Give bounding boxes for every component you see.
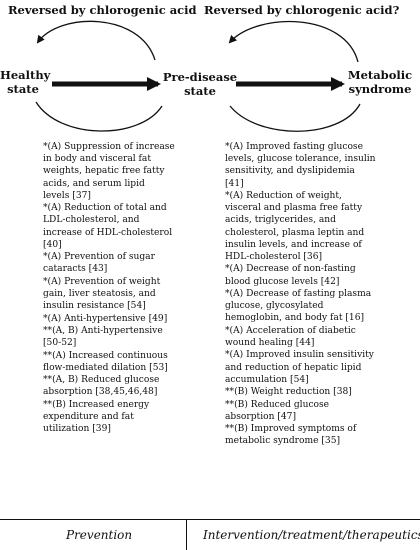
intervention-item-line: *(A) Reduction of weight,: [225, 191, 342, 201]
intervention-item-line: glucose, glycosylated: [225, 301, 324, 312]
prevention-item-line: expenditure and fat: [43, 411, 134, 422]
intervention-item: *(A) Decrease of non-fasting blood glucos…: [225, 263, 417, 287]
intervention-item-line: cholesterol, plasma leptin and: [225, 227, 365, 238]
intervention-item-line: absorption [47]: [225, 411, 297, 422]
intervention-item-line: metabolic syndrome [35]: [225, 436, 341, 447]
state-pre-disease-line1: Pre-disease: [162, 70, 238, 84]
intervention-item: *(A) Improved fasting glucose levels, glu…: [225, 141, 417, 190]
intervention-item: *(A) Decrease of fasting plasma glucose, …: [225, 288, 417, 325]
intervention-item-line: sensitivity, and dyslipidemia: [225, 166, 355, 177]
prevention-item: **(A, B) Anti-hypertensive [50-52]: [43, 325, 183, 349]
intervention-item-line: *(A) Improved insulin sensitivity: [225, 350, 374, 361]
intervention-item-line: HDL-cholesterol [36]: [225, 252, 323, 263]
intervention-item-line: visceral and plasma free fatty: [225, 203, 363, 214]
intervention-item-line: [41]: [225, 178, 244, 189]
intervention-item-line: hemoglobin, and body fat [16]: [225, 313, 365, 324]
prevention-item-line: gain, liver steatosis, and: [43, 289, 156, 299]
intervention-item: **(B) Reduced glucose absorption [47]: [225, 399, 417, 423]
intervention-item-line: *(A) Decrease of fasting plasma: [225, 289, 372, 299]
intervention-item-line: acids, triglycerides, and: [225, 215, 336, 226]
state-healthy: Healthy state: [0, 68, 51, 96]
prevention-item-line: weights, hepatic free fatty: [43, 166, 165, 177]
state-pre-disease-line2: state: [184, 84, 216, 98]
prevention-item-line: *(A) Suppression of increase: [43, 142, 175, 152]
footer-vertical-divider: [186, 520, 187, 550]
state-pre-disease: Pre-disease state: [160, 70, 240, 98]
prevention-item: *(A) Anti-hypertensive [49]: [43, 313, 183, 325]
state-metabolic-line2: syndrome: [348, 82, 412, 96]
right-title: Reversed by chlorogenic acid?: [204, 3, 400, 17]
prevention-item-line: *(A) Reduction of total and: [43, 203, 167, 214]
intervention-item-line: insulin levels, and increase of: [225, 239, 362, 250]
prevention-item-line: LDL-cholesterol, and: [43, 215, 140, 226]
intervention-item-line: **(B) Reduced glucose: [225, 399, 330, 410]
intervention-item-line: **(B) Weight reduction [38]: [225, 387, 352, 398]
prevention-item-line: increase of HDL-cholesterol: [43, 227, 173, 238]
prevention-list: *(A) Suppression of increase in body and …: [43, 141, 183, 436]
intervention-item: *(A) Improved insulin sensitivity and red…: [225, 349, 417, 386]
state-healthy-line1: Healthy: [0, 68, 51, 82]
intervention-item: **(B) Weight reduction [38]: [225, 386, 417, 398]
prevention-item-line: [50-52]: [43, 338, 77, 349]
state-metabolic: Metabolic syndrome: [344, 68, 416, 96]
left-title: Reversed by chlorogenic acid: [8, 3, 197, 17]
right-reverse-arrow: [228, 20, 359, 63]
prevention-item-line: **(A, B) Reduced glucose: [43, 375, 160, 386]
intervention-item: *(A) Acceleration of diabetic wound heali…: [225, 325, 417, 349]
prevention-item: **(A) Increased continuous flow-mediated …: [43, 350, 183, 374]
footer-intervention: Intervention/treatment/therapeutics: [203, 528, 420, 542]
intervention-item: **(B) Improved symptoms of metabolic synd…: [225, 423, 417, 447]
prevention-item-line: cataracts [43]: [43, 264, 108, 275]
intervention-item-line: **(B) Improved symptoms of: [225, 424, 357, 435]
intervention-item-line: *(A) Improved fasting glucose: [225, 142, 363, 152]
prevention-item: **(A, B) Reduced glucose absorption [38,4…: [43, 374, 183, 398]
prevention-item: **(B) Increased energy expenditure and fa…: [43, 399, 183, 436]
prevention-item: *(A) Prevention of weight gain, liver ste…: [43, 276, 183, 313]
prevention-item-line: **(A, B) Anti-hypertensive: [43, 325, 163, 336]
prevention-item-line: insulin resistance [54]: [43, 301, 146, 312]
state-metabolic-line1: Metabolic: [347, 68, 413, 82]
prevention-item-line: *(A) Prevention of sugar: [43, 252, 155, 263]
intervention-item-line: levels, glucose tolerance, insulin: [225, 154, 376, 165]
prevention-item-line: utilization [39]: [43, 424, 111, 435]
left-reverse-arrow: [36, 20, 156, 61]
intervention-list: *(A) Improved fasting glucose levels, glu…: [225, 141, 417, 448]
state-healthy-line2: state: [7, 82, 39, 96]
prevention-item-line: **(A) Increased continuous: [43, 350, 168, 361]
right-lower-curve: [229, 103, 361, 132]
intervention-item-line: *(A) Decrease of non-fasting: [225, 264, 356, 275]
prevention-item-line: [40]: [43, 239, 62, 250]
intervention-item-line: blood glucose levels [42]: [225, 276, 340, 287]
flow-arrows: [35, 20, 361, 132]
left-lower-curve: [35, 101, 163, 132]
footer-divider: [0, 519, 420, 520]
prevention-item: *(A) Reduction of total and LDL-cholester…: [43, 202, 183, 251]
prevention-item-line: **(B) Increased energy: [43, 399, 150, 410]
prevention-item: *(A) Prevention of sugar cataracts [43]: [43, 251, 183, 275]
prevention-item-line: levels [37]: [43, 190, 91, 201]
prevention-item-line: *(A) Prevention of weight: [43, 276, 161, 287]
intervention-item-line: accumulation [54]: [225, 374, 309, 385]
intervention-item-line: *(A) Acceleration of diabetic: [225, 325, 356, 336]
intervention-item-line: and reduction of hepatic lipid: [225, 362, 362, 373]
prevention-item-line: acids, and serum lipid: [43, 178, 145, 189]
prevention-item-line: absorption [38,45,46,48]: [43, 387, 158, 398]
prevention-item-line: *(A) Anti-hypertensive [49]: [43, 313, 168, 324]
prevention-item-line: in body and visceral fat: [43, 154, 151, 165]
intervention-item-line: wound healing [44]: [225, 338, 315, 348]
footer-prevention: Prevention: [66, 528, 133, 542]
prevention-item: *(A) Suppression of increase in body and …: [43, 141, 183, 202]
intervention-item: *(A) Reduction of weight, visceral and pl…: [225, 190, 417, 263]
prevention-item-line: flow-mediated dilation [53]: [43, 362, 168, 373]
